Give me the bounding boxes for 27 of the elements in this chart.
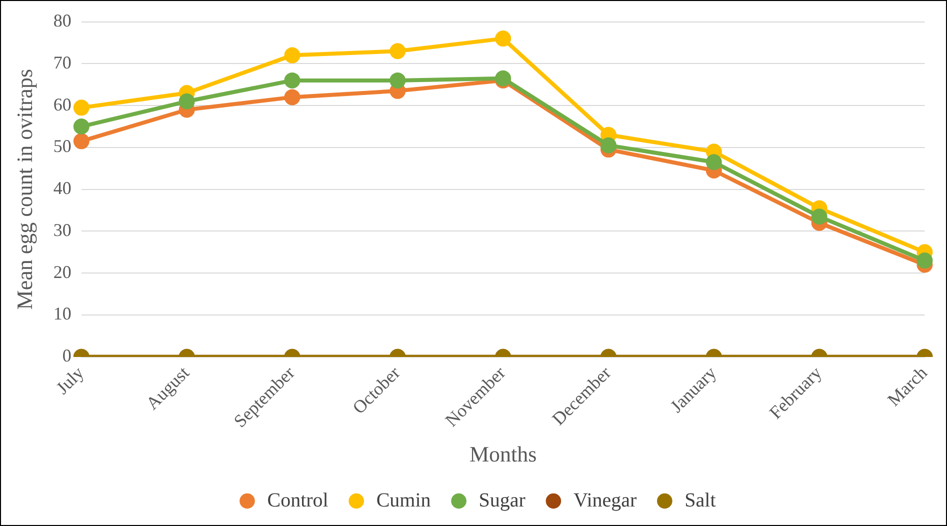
y-tick-label: 20	[53, 262, 72, 282]
point	[284, 89, 300, 106]
y-tick-label: 60	[53, 94, 72, 114]
y-axis-title: Mean egg count in ovitraps	[12, 68, 37, 310]
point	[600, 137, 616, 154]
y-tick-label: 80	[53, 10, 72, 31]
point	[495, 30, 512, 47]
legend-label: Salt	[684, 489, 716, 512]
point	[178, 93, 195, 110]
point	[284, 72, 300, 88]
point	[73, 118, 90, 135]
point	[73, 100, 90, 116]
point	[390, 72, 406, 88]
y-tick-label: 70	[53, 52, 72, 72]
point	[284, 47, 300, 64]
y-tick-label: 10	[53, 304, 72, 324]
x-axis-title: Months	[469, 442, 537, 467]
legend-label: Vinegar	[573, 489, 638, 512]
legend-label: Sugar	[478, 489, 526, 512]
y-tick-label: 30	[53, 220, 72, 240]
point	[706, 154, 722, 170]
point	[390, 43, 406, 60]
legend-label: Cumin	[376, 489, 431, 512]
y-tick-label: 40	[53, 178, 72, 198]
y-tick-label: 50	[53, 136, 72, 156]
legend-label: Control	[267, 489, 329, 512]
point	[73, 133, 90, 150]
